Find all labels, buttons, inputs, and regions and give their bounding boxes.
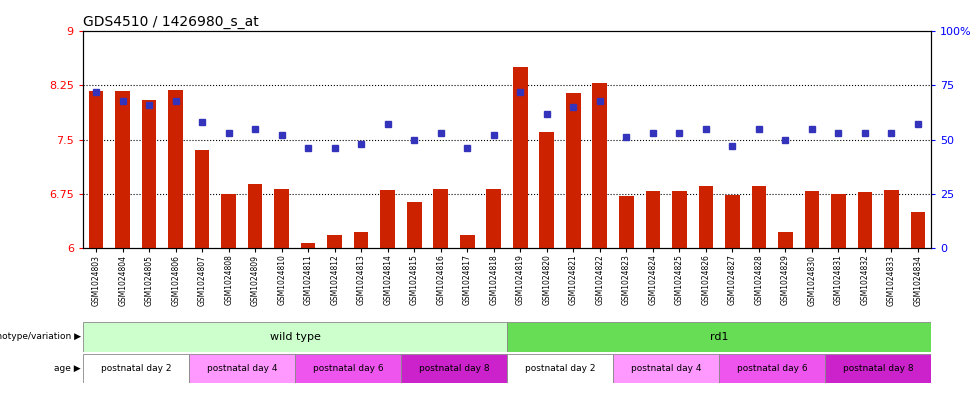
Text: postnatal day 4: postnatal day 4: [207, 364, 277, 373]
Bar: [752, 186, 766, 248]
Text: wild type: wild type: [269, 332, 321, 342]
Bar: [672, 191, 686, 248]
Bar: [804, 191, 819, 248]
Bar: [720, 354, 825, 383]
Bar: [507, 322, 931, 352]
Bar: [539, 132, 554, 248]
Bar: [274, 189, 289, 248]
Bar: [613, 354, 720, 383]
Bar: [221, 194, 236, 248]
Bar: [645, 191, 660, 248]
Bar: [778, 232, 793, 248]
Bar: [401, 354, 507, 383]
Bar: [407, 202, 421, 248]
Bar: [725, 195, 740, 248]
Bar: [911, 211, 925, 248]
Bar: [83, 354, 189, 383]
Text: postnatal day 2: postnatal day 2: [525, 364, 596, 373]
Bar: [831, 194, 845, 248]
Text: postnatal day 8: postnatal day 8: [418, 364, 489, 373]
Text: genotype/variation ▶: genotype/variation ▶: [0, 332, 81, 342]
Bar: [354, 232, 369, 248]
Text: rd1: rd1: [710, 332, 728, 342]
Bar: [487, 189, 501, 248]
Bar: [294, 354, 401, 383]
Text: postnatal day 6: postnatal day 6: [737, 364, 807, 373]
Bar: [434, 189, 448, 248]
Bar: [825, 354, 931, 383]
Text: postnatal day 6: postnatal day 6: [313, 364, 383, 373]
Bar: [248, 184, 262, 248]
Bar: [566, 93, 580, 248]
Text: GDS4510 / 1426980_s_at: GDS4510 / 1426980_s_at: [83, 15, 258, 29]
Bar: [698, 186, 713, 248]
Bar: [195, 151, 210, 248]
Bar: [83, 322, 507, 352]
Bar: [858, 192, 873, 248]
Bar: [380, 190, 395, 248]
Bar: [507, 354, 613, 383]
Bar: [301, 243, 316, 248]
Bar: [115, 90, 130, 248]
Bar: [593, 83, 607, 248]
Text: age ▶: age ▶: [55, 364, 81, 373]
Bar: [169, 90, 183, 248]
Bar: [884, 190, 899, 248]
Bar: [460, 235, 475, 248]
Bar: [189, 354, 294, 383]
Bar: [513, 68, 527, 248]
Text: postnatal day 2: postnatal day 2: [100, 364, 172, 373]
Text: postnatal day 4: postnatal day 4: [631, 364, 701, 373]
Bar: [89, 90, 103, 248]
Bar: [328, 235, 342, 248]
Bar: [141, 100, 156, 248]
Bar: [619, 196, 634, 248]
Text: postnatal day 8: postnatal day 8: [842, 364, 914, 373]
